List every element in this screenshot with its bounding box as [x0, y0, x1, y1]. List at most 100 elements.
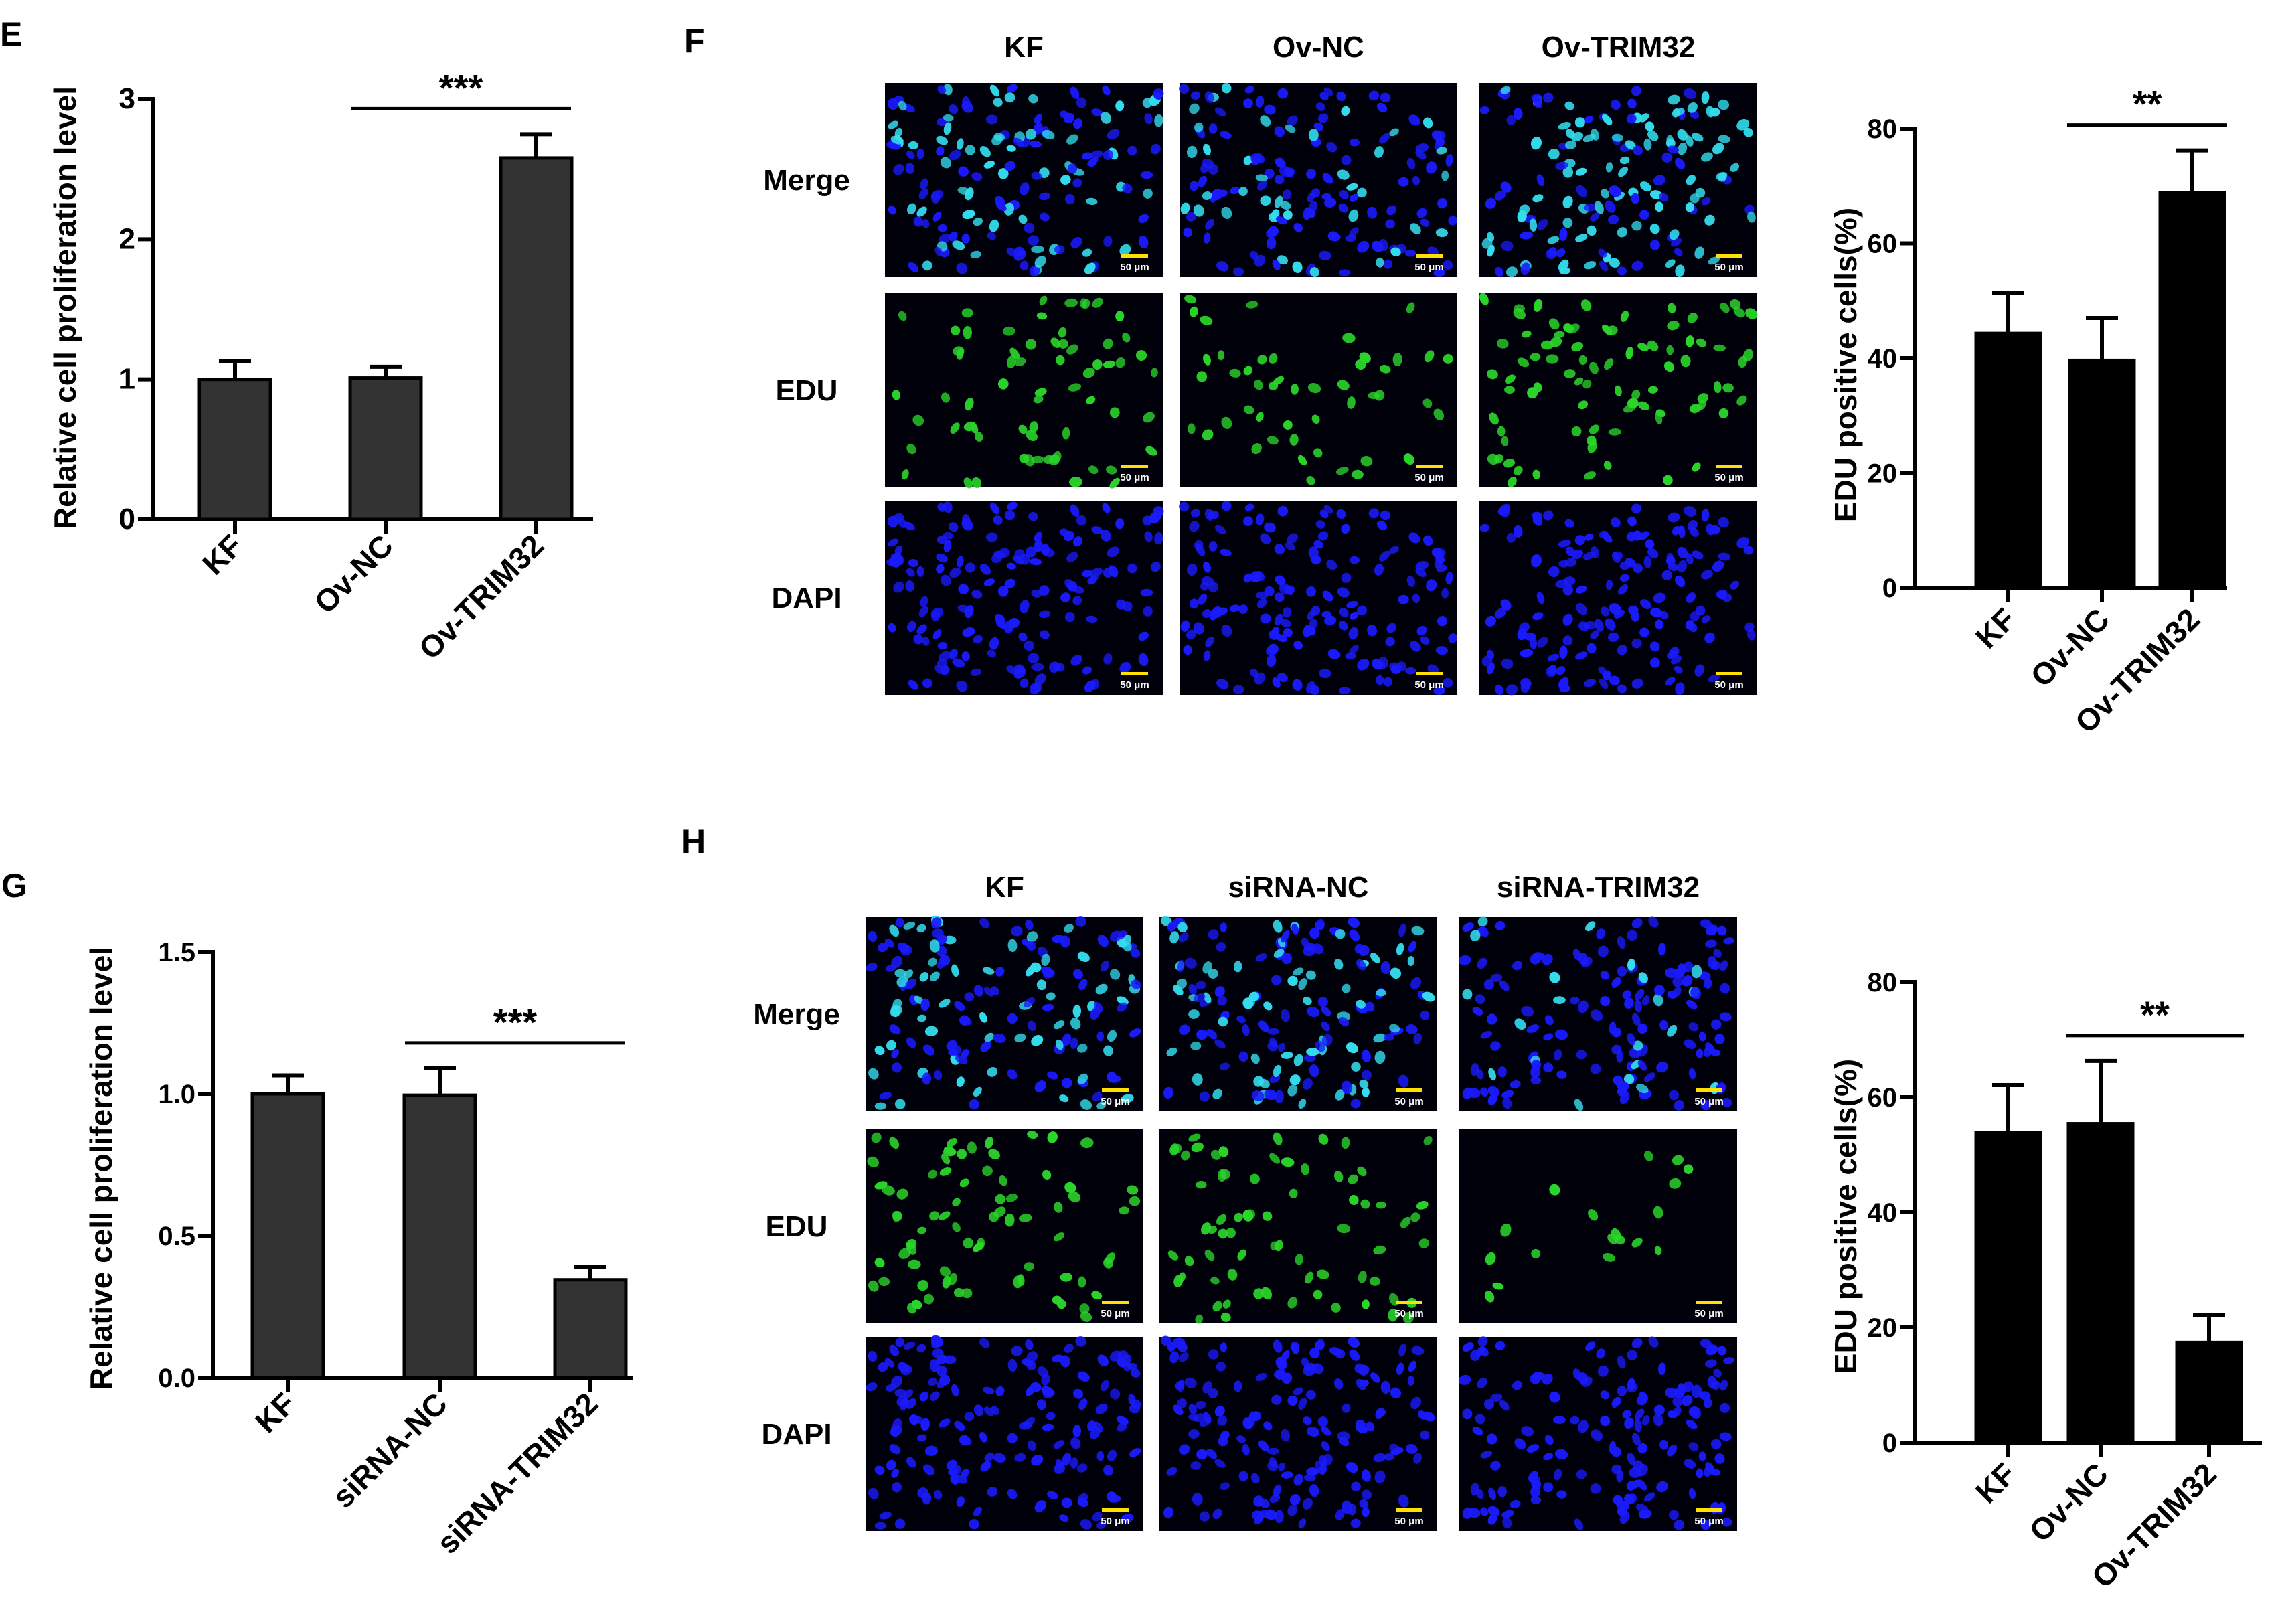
nucleus — [1530, 554, 1542, 568]
nucleus — [1220, 922, 1227, 932]
nucleus — [1504, 386, 1515, 394]
nucleus — [1487, 453, 1499, 465]
nucleus — [1591, 546, 1599, 558]
nucleus — [1631, 918, 1643, 928]
nucleus — [1683, 506, 1697, 517]
nucleus — [1292, 261, 1303, 274]
nucleus — [1696, 1468, 1704, 1479]
nucleus — [1483, 979, 1495, 990]
nucleus — [1611, 978, 1619, 989]
nucleus — [1486, 369, 1498, 380]
nucleus — [1306, 1007, 1320, 1018]
nucleus — [906, 1037, 916, 1048]
nucleus — [1103, 653, 1113, 665]
nucleus — [908, 679, 919, 690]
nucleus — [1063, 530, 1075, 542]
nucleus — [1406, 157, 1416, 169]
nucleus — [1070, 1018, 1081, 1030]
nucleus — [1490, 973, 1503, 983]
nucleus — [1632, 1013, 1641, 1026]
nucleus — [939, 999, 951, 1008]
nucleus — [1163, 1506, 1173, 1519]
nucleus — [965, 145, 975, 155]
nucleus — [1552, 996, 1566, 1004]
nucleus — [1448, 633, 1458, 643]
nucleus — [1597, 945, 1609, 957]
nucleus — [1315, 1040, 1325, 1052]
nucleus — [1487, 1094, 1497, 1105]
nucleus — [1643, 1072, 1655, 1082]
nucleus — [942, 1275, 951, 1289]
nucleus — [1357, 187, 1367, 198]
nucleus — [1443, 260, 1453, 270]
nucleus — [1303, 997, 1312, 1005]
bar — [1974, 331, 2042, 590]
nucleus — [1306, 1427, 1320, 1437]
nucleus — [1742, 349, 1754, 362]
nucleus — [1251, 1510, 1265, 1521]
nucleus — [1002, 326, 1015, 336]
nucleus — [1306, 1048, 1319, 1056]
nucleus — [1379, 364, 1391, 374]
nucleus — [1667, 145, 1679, 153]
nucleus — [1006, 84, 1018, 93]
nucleus — [1264, 1509, 1277, 1520]
nucleus — [1613, 1495, 1623, 1506]
nucleus — [1287, 533, 1298, 544]
nucleus — [1273, 1368, 1285, 1378]
nucleus — [1321, 1022, 1330, 1032]
nucleus — [1250, 1053, 1260, 1064]
nucleus — [1349, 929, 1360, 941]
nucleus — [1220, 131, 1232, 139]
nucleus — [1688, 1442, 1699, 1451]
nucleus — [1558, 259, 1569, 272]
nucleus — [955, 1055, 968, 1064]
nucleus — [979, 146, 991, 157]
nucleus — [1611, 551, 1623, 560]
nucleus — [1055, 355, 1065, 366]
nucleus — [1092, 297, 1103, 308]
nucleus — [906, 1457, 916, 1468]
nucleus — [1110, 1388, 1121, 1400]
nucleus — [1436, 564, 1447, 572]
nucleus — [1672, 977, 1683, 987]
nucleus — [1060, 1355, 1070, 1368]
nucleus — [1274, 544, 1285, 555]
nucleus — [1695, 605, 1706, 616]
nucleus — [1653, 993, 1663, 1007]
nucleus — [1075, 916, 1086, 927]
nucleus — [1091, 526, 1103, 535]
y-tick-label: 20 — [1868, 459, 1898, 489]
nucleus — [1714, 1034, 1725, 1044]
nucleus — [949, 231, 958, 242]
nucleus — [1024, 997, 1036, 1007]
nucleus — [1678, 142, 1688, 155]
nucleus — [1487, 1514, 1497, 1525]
nucleus — [1263, 1001, 1273, 1011]
nucleus — [1285, 125, 1296, 133]
nucleus — [903, 921, 916, 930]
nucleus — [1686, 335, 1694, 347]
nucleus — [1700, 570, 1713, 580]
nucleus — [1506, 532, 1516, 543]
nucleus — [974, 431, 983, 442]
nucleus — [1386, 623, 1397, 633]
nucleus — [1220, 1312, 1231, 1322]
nucleus — [1204, 1250, 1215, 1261]
nucleus — [1254, 254, 1266, 267]
y-axis-title: Relative cell proliferation level — [48, 86, 82, 530]
nucleus — [1514, 304, 1526, 313]
nucleus — [1058, 327, 1067, 338]
nucleus — [1590, 212, 1600, 222]
nucleus — [908, 141, 919, 150]
nucleus — [1193, 622, 1204, 635]
nucleus — [885, 1384, 896, 1392]
nucleus — [995, 966, 1005, 977]
nucleus — [1077, 1493, 1088, 1504]
nucleus — [1562, 166, 1574, 178]
micrograph-image: 50 μm — [1458, 1336, 1737, 1531]
nucleus — [1386, 205, 1397, 216]
nucleus — [1526, 1444, 1540, 1453]
nucleus — [1090, 1427, 1101, 1440]
nucleus — [1003, 620, 1015, 633]
